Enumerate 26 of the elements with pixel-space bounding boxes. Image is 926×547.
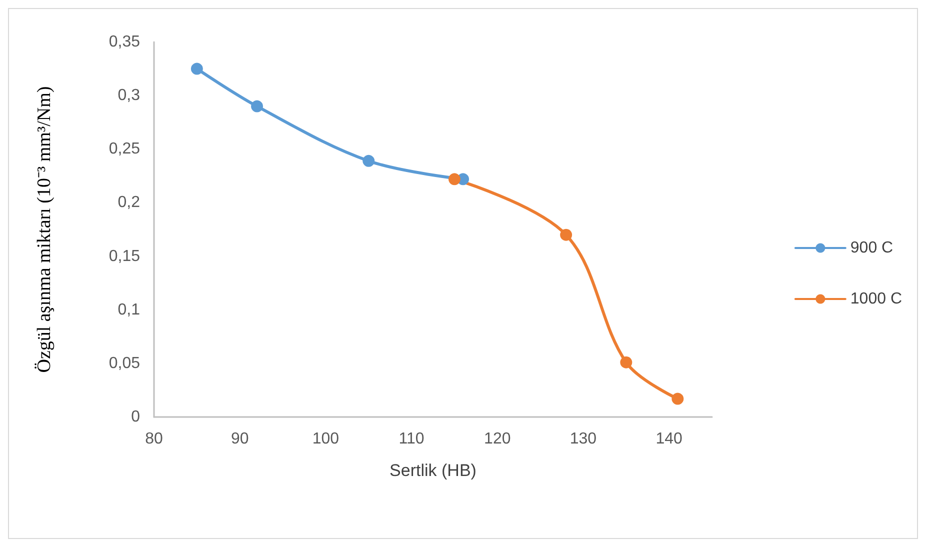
y-tick-label: 0,05 (108, 354, 140, 372)
point (620, 356, 632, 368)
x-tick-label: 100 (312, 430, 340, 448)
x-tick-label: 130 (570, 430, 597, 448)
x-tick-label: 80 (145, 430, 163, 448)
x-tick-label: 110 (398, 430, 424, 448)
x-tick-label: 120 (484, 430, 511, 448)
x-tick-label: 140 (656, 430, 683, 448)
legend-label: 900 C (850, 240, 894, 256)
y-tick-label: 0,3 (118, 87, 140, 104)
y-tick-label: 0,1 (118, 301, 140, 318)
point (362, 154, 375, 167)
point (448, 173, 460, 186)
point (190, 62, 203, 75)
y-tick-label: 0 (131, 408, 140, 426)
x-tick-label: 90 (230, 430, 249, 448)
y-tick-label: 0,2 (118, 194, 140, 212)
x-axis-title: Sertlik (HB) (390, 461, 476, 480)
point (251, 100, 264, 112)
y-tick-label: 0,15 (108, 248, 140, 265)
legend-label: 1000 C (850, 290, 902, 308)
y-tick-label: 0,25 (108, 140, 140, 158)
y-axis-title: Özgül aşınma miktarı (10⁻³ mm³/Nm) (34, 86, 55, 373)
point (672, 392, 684, 405)
y-tick-label: 0,35 (108, 34, 140, 50)
point (560, 228, 572, 241)
